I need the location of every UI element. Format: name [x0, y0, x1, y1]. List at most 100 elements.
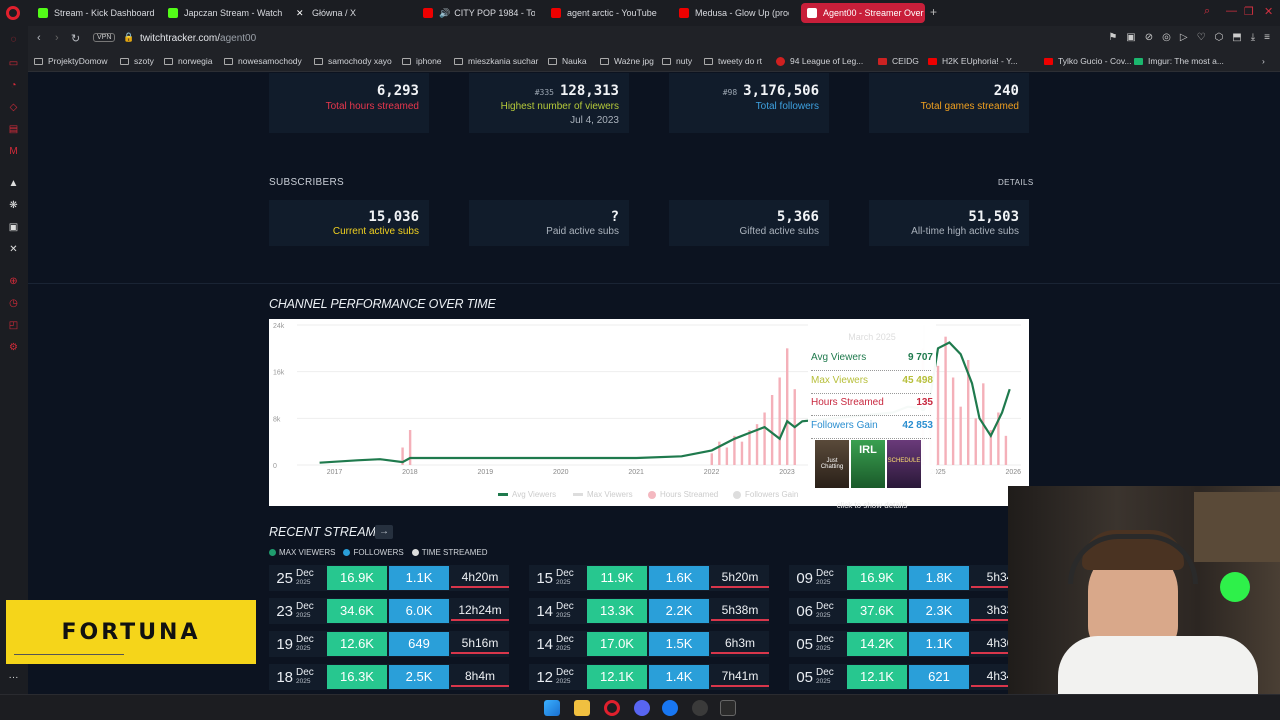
- stream-row[interactable]: 15 Dec 2025 11.9K 1.6K 5h20m: [529, 565, 769, 591]
- back-button[interactable]: ‹: [37, 32, 41, 44]
- bookmarks-more-icon[interactable]: ›: [1262, 56, 1265, 66]
- bookmark-folder[interactable]: samochody xayo: [314, 56, 392, 66]
- sponsor-logo: FORTUNA: [61, 620, 201, 645]
- twitch-icon[interactable]: ▣: [8, 222, 19, 233]
- play-icon[interactable]: ▷: [1179, 32, 1188, 43]
- bookmark-folder[interactable]: ProjektyDomow: [34, 56, 108, 66]
- messenger-icon[interactable]: ▭: [8, 58, 19, 69]
- player-icon[interactable]: ▤: [8, 124, 19, 135]
- tab-agent-arctic[interactable]: agent arctic - YouTube: [551, 3, 657, 23]
- bookmark-folder[interactable]: Nauka: [548, 56, 587, 66]
- facebook-icon[interactable]: [662, 700, 678, 716]
- arrow-icon[interactable]: ▲: [8, 178, 19, 189]
- heart-icon[interactable]: ♡: [1196, 32, 1206, 43]
- bookmark-folder[interactable]: Ważne jpg: [600, 56, 654, 66]
- stream-row[interactable]: 12 Dec 2025 12.1K 1.4K 7h41m: [529, 664, 769, 690]
- stream-row[interactable]: 05 Dec 2025 12.1K 621 4h34: [789, 664, 1029, 690]
- ai-icon[interactable]: ◌: [10, 34, 17, 45]
- download-icon[interactable]: ⤓: [1250, 32, 1256, 43]
- legend-item-avg-viewers[interactable]: Avg Viewers: [498, 490, 556, 499]
- recent-streams-arrow-button[interactable]: →: [375, 525, 393, 539]
- close-button[interactable]: ✕: [1264, 6, 1274, 18]
- terminal-icon[interactable]: [720, 700, 736, 716]
- bookmark-link[interactable]: H2K EUphoria! - Y...: [928, 56, 1018, 66]
- category-thumbnail-schedule: SCHEDULE: [887, 440, 921, 488]
- bookmark-folder[interactable]: nuty: [662, 56, 692, 66]
- snapshot-icon[interactable]: ▣: [1126, 32, 1136, 43]
- stream-row[interactable]: 19 Dec 2025 12.6K 649 5h16m: [269, 631, 509, 657]
- tab-medusa[interactable]: Medusa - Glow Up (prod: [679, 3, 789, 23]
- discord-icon[interactable]: [634, 700, 650, 716]
- vpn-badge[interactable]: VPN: [93, 33, 116, 42]
- bookmark-folder[interactable]: mieszkania suchar: [454, 56, 538, 66]
- bookmark-icon[interactable]: ⚑: [1108, 32, 1118, 43]
- legend-swatch: [733, 490, 741, 499]
- bookmark-folder[interactable]: tweety do rt: [704, 56, 762, 66]
- mail-icon[interactable]: M: [9, 146, 18, 157]
- tab-city-pop[interactable]: 🔊 CITY POP 1984 - Tok: [423, 3, 535, 23]
- tab-agent00[interactable]: Agent00 - Streamer Over: [801, 3, 925, 23]
- new-tab-button[interactable]: +: [930, 5, 938, 19]
- stream-row[interactable]: 06 Dec 2025 37.6K 2.3K 3h33: [789, 598, 1029, 624]
- chatgpt-icon[interactable]: ❋: [9, 200, 18, 211]
- details-link[interactable]: DETAILS: [998, 178, 1034, 187]
- add-icon[interactable]: ⊕: [9, 276, 18, 287]
- stream-duration: 5h38m: [711, 601, 769, 621]
- extensions-icon[interactable]: ⬡: [1214, 32, 1224, 43]
- stream-row[interactable]: 05 Dec 2025 14.2K 1.1K 4h36: [789, 631, 1029, 657]
- tab-x-home[interactable]: ✕ Główna / X: [296, 8, 357, 18]
- easy-files-icon[interactable]: ⬒: [1232, 32, 1242, 43]
- search-tabs-icon[interactable]: ⌕: [1204, 5, 1211, 17]
- bookmark-folder[interactable]: iphone: [402, 56, 442, 66]
- x-icon[interactable]: ✕: [9, 244, 18, 255]
- legend-item-followers-gain[interactable]: Followers Gain: [733, 490, 798, 499]
- bookmark-link[interactable]: Imgur: The most a...: [1134, 56, 1224, 66]
- stream-row[interactable]: 09 Dec 2025 16.9K 1.8K 5h34: [789, 565, 1029, 591]
- streamer-shirt: [1058, 636, 1258, 694]
- bookmark-link[interactable]: CEIDG: [878, 56, 919, 66]
- menu-icon[interactable]: ≡: [1264, 32, 1270, 43]
- tab-japczan-stream[interactable]: Japczan Stream - Watch: [168, 3, 282, 23]
- stream-row[interactable]: 14 Dec 2025 13.3K 2.2K 5h38m: [529, 598, 769, 624]
- youtube-icon: [928, 57, 937, 65]
- stream-row[interactable]: 14 Dec 2025 17.0K 1.5K 6h3m: [529, 631, 769, 657]
- hours-streamed-bar: [997, 412, 1000, 465]
- hours-streamed-bar: [763, 412, 766, 465]
- clock-icon[interactable]: ◷: [9, 298, 18, 309]
- bookmark-link[interactable]: 94 League of Leg...: [776, 56, 863, 66]
- more-icon[interactable]: ···: [8, 672, 19, 683]
- tab-kick-dashboard[interactable]: Stream - Kick Dashboard: [38, 3, 155, 23]
- hours-streamed-bar: [725, 447, 729, 465]
- forward-button[interactable]: ›: [55, 32, 59, 44]
- url-field[interactable]: twitchtracker.com/agent00: [140, 33, 257, 44]
- camera-icon[interactable]: ◎: [1162, 32, 1171, 43]
- opera-icon[interactable]: [604, 700, 620, 716]
- x-tick-label: 2023: [779, 469, 795, 476]
- maximize-button[interactable]: ❐: [1244, 6, 1254, 18]
- bookmark-folder[interactable]: norwegia: [164, 56, 213, 66]
- bookmark-link[interactable]: Tylko Gucio - Cov...: [1044, 56, 1132, 66]
- settings-icon[interactable]: ⚙: [9, 342, 18, 353]
- file-explorer-icon[interactable]: [574, 700, 590, 716]
- wallet-icon[interactable]: ◇: [9, 102, 18, 113]
- opera-logo-icon[interactable]: [6, 6, 20, 20]
- stat-value: 128,313: [559, 83, 619, 99]
- stream-row[interactable]: 23 Dec 2025 34.6K 6.0K 12h24m: [269, 598, 509, 624]
- windows-start-icon[interactable]: [544, 700, 560, 716]
- minimize-button[interactable]: —: [1226, 5, 1237, 17]
- adblock-icon[interactable]: ⊘: [1144, 32, 1154, 43]
- stream-row[interactable]: 18 Dec 2025 16.3K 2.5K 8h4m: [269, 664, 509, 690]
- history-icon[interactable]: ◔: [10, 80, 17, 91]
- stream-duration: 4h20m: [451, 568, 509, 588]
- chrome-icon[interactable]: [692, 700, 708, 716]
- stream-max-viewers: 12.1K: [847, 665, 907, 689]
- stream-year: 2025: [816, 612, 831, 619]
- reload-button[interactable]: ↻: [71, 33, 81, 45]
- bookmark-folder[interactable]: szoty: [120, 56, 154, 66]
- stream-duration: 5h16m: [451, 634, 509, 654]
- bookmark-folder[interactable]: nowesamochody: [224, 56, 302, 66]
- legend-item-max-viewers[interactable]: Max Viewers: [573, 490, 633, 499]
- tabs-icon[interactable]: ◰: [8, 320, 19, 331]
- legend-item-hours-streamed[interactable]: Hours Streamed: [648, 490, 718, 499]
- stream-row[interactable]: 25 Dec 2025 16.9K 1.1K 4h20m: [269, 565, 509, 591]
